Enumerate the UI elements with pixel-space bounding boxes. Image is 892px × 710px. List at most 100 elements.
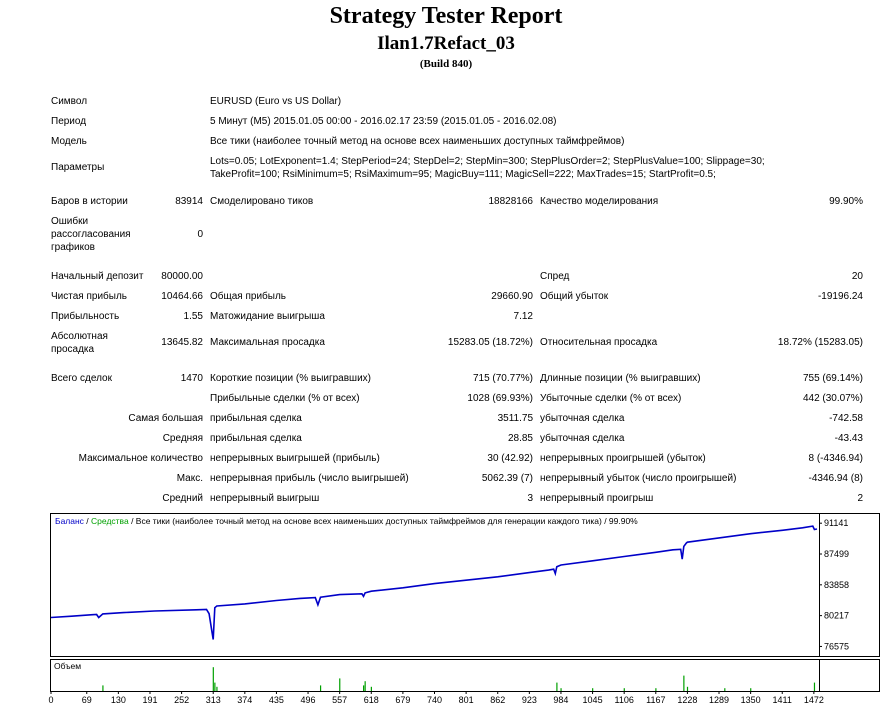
- volume-bar: [724, 688, 726, 691]
- gross-loss-value: -19196.24: [817, 291, 863, 302]
- y-tick-label: 91141: [824, 518, 848, 528]
- x-tick-label: 130: [111, 695, 126, 705]
- model-value: Все тики (наиболее точный метод на основ…: [210, 136, 625, 147]
- x-tick-label: 1472: [804, 695, 824, 705]
- avg-consecutive-label: Средний: [162, 493, 203, 504]
- max-consec-losses-value: 8 (-4346.94): [808, 453, 863, 464]
- x-tick-label: 618: [364, 695, 379, 705]
- abs-drawdown-label-1: Абсолютная: [51, 331, 108, 342]
- params-line-2: TakeProfit=100; RsiMinimum=5; RsiMaximum…: [210, 169, 716, 180]
- deposit-value: 80000.00: [161, 271, 203, 282]
- max-consec-profit-value: 5062.39 (7): [481, 473, 533, 484]
- volume-bar: [683, 675, 685, 691]
- volume-bar: [102, 685, 104, 691]
- max-drawdown-value: 15283.05 (18.72%): [447, 337, 533, 348]
- largest-label: Самая большая: [128, 413, 203, 424]
- period-label: Период: [51, 116, 87, 127]
- balance-chart: Баланс / Средства / Все тики (наиболее т…: [50, 513, 880, 657]
- avg-consec-losses-value: 2: [857, 493, 863, 504]
- volume-bar: [592, 688, 594, 691]
- long-positions-label: Длинные позиции (% выигравших): [540, 373, 701, 384]
- x-axis-labels: 0 69 130 191 252 313 374 435 496 557 618 679 740 801 8…: [48, 692, 824, 705]
- volume-bar: [750, 688, 752, 691]
- max-consec-wins-label: непрерывных выигрышей (прибыль): [210, 453, 380, 464]
- loss-trades-label: Убыточные сделки (% от всех): [540, 393, 682, 404]
- max-consecutive-label: Максимальное количество: [78, 453, 203, 464]
- volume-bar: [686, 686, 689, 691]
- chart-legend: Баланс / Средства / Все тики (наиболее т…: [55, 516, 638, 526]
- x-tick-label: 374: [237, 695, 252, 705]
- volume-panel: Объем: [50, 659, 880, 692]
- short-positions-label: Короткие позиции (% выигравших): [210, 373, 371, 384]
- abs-drawdown-label-2: просадка: [51, 344, 95, 355]
- volume-bars: [102, 667, 816, 691]
- errors-label-3: графиков: [51, 242, 95, 253]
- volume-bar: [364, 681, 366, 691]
- long-positions-value: 755 (69.14%): [802, 373, 863, 384]
- x-tick-label: 0: [48, 695, 53, 705]
- abs-drawdown-value: 13645.82: [161, 337, 203, 348]
- x-tick-label: 1228: [677, 695, 697, 705]
- y-tick-label: 76575: [824, 641, 849, 651]
- legend-equity: Средства: [91, 516, 129, 526]
- volume-bar: [370, 686, 372, 691]
- max-consec-loss-label: непрерывный убыток (число проигрышей): [540, 473, 737, 484]
- errors-label-2: рассогласования: [51, 229, 131, 240]
- model-label: Модель: [51, 136, 87, 147]
- gross-profit-label: Общая прибыль: [210, 291, 287, 302]
- period-value: 5 Минут (M5) 2015.01.05 00:00 - 2016.02.…: [210, 116, 557, 127]
- spread-label: Спред: [540, 271, 570, 282]
- legend-separator: /: [84, 516, 91, 526]
- volume-bar: [216, 686, 218, 691]
- largest-loss-value: -742.58: [829, 413, 863, 424]
- y-tick-label: 87499: [824, 549, 849, 559]
- short-positions-value: 715 (70.77%): [472, 373, 533, 384]
- volume-bar: [363, 685, 365, 691]
- x-tick-label: 557: [332, 695, 347, 705]
- largest-loss-label: убыточная сделка: [540, 413, 625, 424]
- volume-bar: [623, 688, 625, 691]
- profit-trades-value: 1028 (69.93%): [467, 393, 533, 404]
- avg-consec-wins-label: непрерывный выигрыш: [210, 493, 320, 504]
- y-tick-label: 80217: [824, 611, 849, 621]
- quality-label: Качество моделирования: [540, 196, 659, 207]
- y-tick-label: 83858: [824, 580, 849, 590]
- chart-grid: [819, 522, 822, 647]
- largest-win-value: 3511.75: [497, 413, 533, 424]
- max-drawdown-label: Максимальная просадка: [210, 337, 325, 348]
- volume-bar: [560, 688, 562, 691]
- max-consec-loss-value: -4346.94 (8): [808, 473, 863, 484]
- legend-description: / Все тики (наиболее точный метод на осн…: [129, 516, 638, 526]
- rel-drawdown-value: 18.72% (15283.05): [777, 337, 863, 348]
- x-tick-label: 1045: [583, 695, 603, 705]
- x-tick-label: 1350: [741, 695, 761, 705]
- params-label: Параметры: [51, 162, 105, 173]
- legend-balance: Баланс: [55, 516, 85, 526]
- avg-consec-losses-label: непрерывный проигрыш: [540, 493, 654, 504]
- volume-bar: [655, 688, 657, 691]
- max-consec-losses-label: непрерывных проигрышей (убыток): [540, 453, 706, 464]
- bars-value: 83914: [175, 196, 203, 207]
- max-sum-label: Макс.: [176, 473, 203, 484]
- loss-trades-value: 442 (30.07%): [802, 393, 863, 404]
- y-axis-labels: 91141 87499 83858 80217 76575: [824, 518, 849, 651]
- average-win-value: 28.85: [507, 433, 533, 444]
- volume-bar: [214, 682, 216, 691]
- x-tick-label: 69: [82, 695, 92, 705]
- net-profit-value: 10464.66: [161, 291, 203, 302]
- x-tick-label: 1411: [773, 695, 792, 705]
- x-tick-label: 984: [553, 695, 568, 705]
- symbol-value: EURUSD (Euro vs US Dollar): [210, 96, 342, 107]
- profit-factor-value: 1.55: [183, 311, 203, 322]
- x-tick-label: 313: [206, 695, 221, 705]
- volume-bar: [339, 678, 341, 691]
- gross-profit-value: 29660.90: [491, 291, 533, 302]
- avg-consec-wins-value: 3: [527, 493, 533, 504]
- volume-frame: [50, 659, 880, 692]
- profit-factor-label: Прибыльность: [51, 311, 120, 322]
- expected-payoff-label: Матожидание выигрыша: [210, 311, 325, 322]
- report-title: Strategy Tester Report: [329, 3, 563, 29]
- x-tick-label: 252: [174, 695, 189, 705]
- errors-value: 0: [197, 229, 203, 240]
- expected-payoff-value: 7.12: [513, 311, 533, 322]
